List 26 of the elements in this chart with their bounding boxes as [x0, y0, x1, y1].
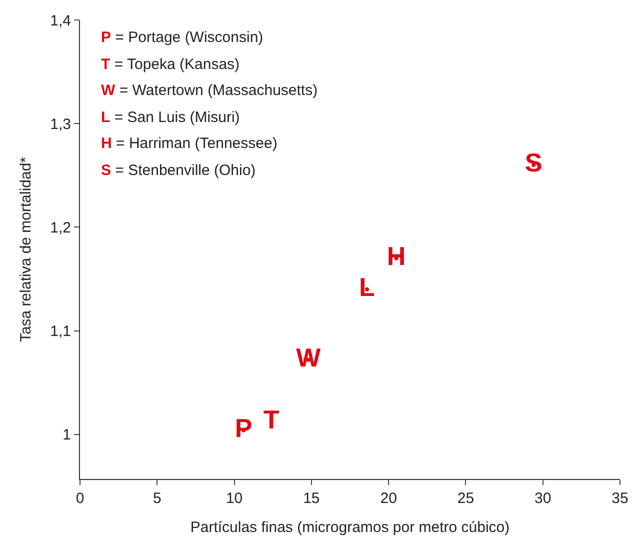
- y-tick-label: 1,2: [50, 219, 71, 236]
- y-tick-label: 1,1: [50, 323, 71, 340]
- x-tick-label: 5: [152, 490, 162, 507]
- y-tick-label: 1,4: [50, 12, 71, 30]
- x-tick-label: 35: [612, 490, 628, 507]
- data-label: L: [359, 272, 376, 302]
- data-label: P: [234, 412, 252, 443]
- y-axis-title: Tasa relativa de mortalidad*: [17, 156, 34, 342]
- y-tick-label: 1: [62, 426, 71, 444]
- x-axis-title: Partículas finas (microgramos por metro cúbico): [190, 519, 510, 536]
- annotation: H = Harriman (Tennessee): [101, 135, 278, 152]
- x-tick-label: 15: [303, 490, 320, 507]
- annotation: L = San Luis (Misuri): [101, 109, 240, 126]
- x-tick-label: 25: [457, 490, 474, 507]
- x-tick-label: 20: [380, 490, 397, 507]
- x-tick-label: 10: [226, 490, 243, 507]
- x-tick-label: 0: [76, 490, 84, 507]
- annotation: S = Stenbenville (Ohio): [101, 162, 256, 179]
- y-tick-label: 1,3: [50, 116, 71, 133]
- data-label: S: [524, 148, 542, 178]
- x-tick-label: 30: [534, 490, 552, 507]
- annotation: W = Watertown (Massachusetts): [101, 82, 318, 99]
- data-label: W: [296, 342, 322, 372]
- data-label: H: [386, 240, 406, 271]
- annotation: P = Portage (Wisconsin): [101, 29, 264, 46]
- annotation: T = Topeka (Kansas): [101, 56, 240, 73]
